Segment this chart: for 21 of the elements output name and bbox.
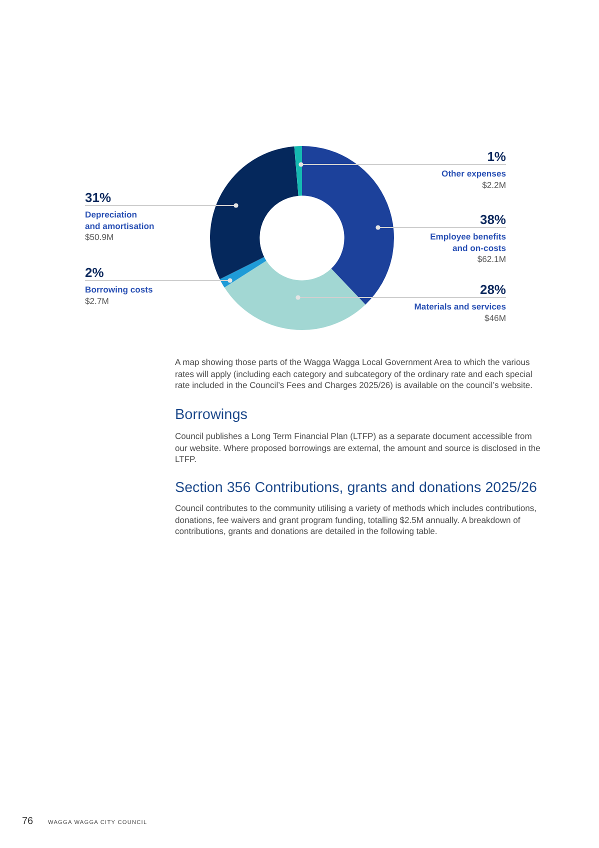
slice-label: Other expenses: [442, 168, 506, 178]
slice-label: Materials and services: [414, 302, 506, 312]
data-label: $2.7M: [85, 296, 109, 306]
data-label: $62.1M: [477, 254, 506, 264]
text: 28%: [480, 282, 506, 297]
text: A map showing those parts of the Wagga Wagga Local Government Area to which the various rates will apply (including each category and subcategory of the ordinary rate and each special rate included in the Council’s Fees and Charges 2025/26) is available on the council’s website.: [175, 357, 534, 392]
data-label: $46M: [484, 312, 506, 323]
text: Section 356 Contributions, grants and donations 2025/26: [175, 480, 538, 497]
text: Borrowings: [175, 407, 249, 424]
text: Council publishes a Long Term Financial Plan (LTFP) as a separate document accessible from our website. Where proposed borrowings are external, the amount and source is disclosed in the LTFP.: [175, 431, 542, 466]
data-label: $50.9M: [85, 232, 114, 242]
text: 38%: [480, 212, 506, 227]
slice-label: Borrowing costs: [85, 284, 154, 294]
text: 31%: [85, 190, 112, 205]
text: 2%: [85, 265, 104, 280]
text: 76: [22, 816, 34, 828]
text: 1%: [487, 149, 506, 164]
text: Council contributes to the community utilising a variety of methods which includes contributions, donations, fee waivers and grant program funding, totalling $2.5M annually. A breakdown of contributions, grants and donations are detailed in the following table.: [175, 503, 538, 538]
slice-label: Depreciation and amortisation: [85, 210, 154, 231]
slice-label: Employee benefits and on-costs: [430, 232, 506, 253]
data-label: $2.2M: [482, 180, 506, 190]
